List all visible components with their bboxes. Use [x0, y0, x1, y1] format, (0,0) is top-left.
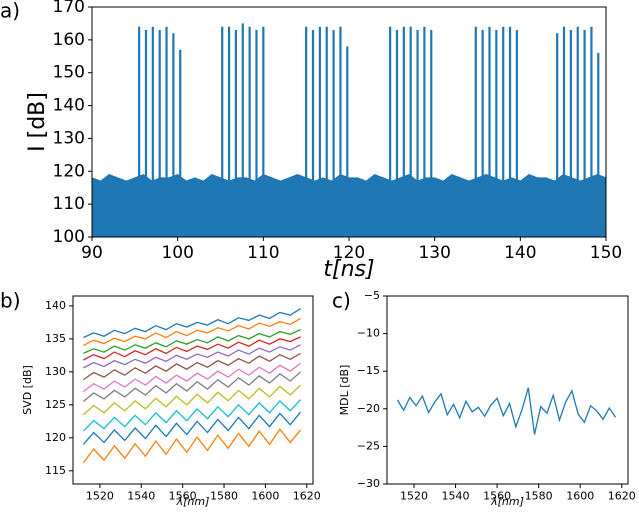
series-line — [83, 317, 301, 347]
signal-area — [91, 174, 607, 238]
x-tick-label: 100 — [161, 243, 193, 263]
x-tick-label: 1600 — [566, 490, 594, 503]
series-line — [82, 352, 301, 381]
y-tick-label: 130 — [53, 128, 85, 148]
axes-frame — [72, 295, 314, 485]
y-tick-label: 125 — [45, 398, 66, 411]
y-tick-label: 140 — [53, 96, 85, 116]
y-tick-label: −15 — [357, 364, 380, 377]
series-line — [82, 428, 302, 464]
panel-label: a) — [0, 0, 20, 23]
x-tick-label: 130 — [418, 243, 450, 263]
x-tick-label: 110 — [247, 243, 279, 263]
y-axis-label: MDL [dB] — [338, 365, 351, 416]
y-tick-label: 150 — [53, 63, 85, 83]
series-line — [82, 362, 301, 393]
x-tick-label: 1620 — [608, 490, 636, 503]
y-tick-label: 140 — [45, 299, 66, 312]
x-tick-label: 150 — [590, 243, 622, 263]
y-tick-label: 110 — [53, 194, 85, 214]
panel-label: c) — [332, 289, 351, 313]
y-tick-label: 130 — [45, 365, 66, 378]
x-tick-label: 1540 — [442, 490, 470, 503]
y-tick-label: 120 — [53, 161, 85, 181]
y-tick-label: 160 — [53, 30, 85, 50]
x-tick-label: 1560 — [483, 490, 511, 503]
y-axis-label: I [dB] — [25, 92, 50, 152]
x-tick-label: 90 — [81, 243, 103, 263]
x-tick-label: 1520 — [400, 490, 428, 503]
series-line — [83, 344, 301, 369]
y-tick-label: −10 — [357, 327, 380, 340]
series-line — [82, 371, 302, 403]
x-tick-label: 1560 — [169, 490, 197, 503]
y-tick-label: −20 — [357, 402, 380, 415]
x-tick-label: 1540 — [127, 490, 155, 503]
x-axis-label: λ[nm] — [490, 495, 524, 508]
series-line — [82, 399, 302, 432]
series-line — [83, 329, 301, 354]
y-axis-label: SVD [dB] — [21, 365, 34, 415]
x-axis-label: t[ns] — [323, 257, 374, 282]
axes-frame — [386, 295, 629, 485]
series-line — [82, 411, 302, 445]
x-tick-label: 1580 — [525, 490, 553, 503]
series-line — [83, 336, 301, 361]
y-tick-label: −30 — [357, 477, 380, 490]
x-axis-label: λ[nm] — [176, 495, 210, 508]
x-tick-label: 120 — [333, 243, 365, 263]
y-tick-label: 100 — [53, 227, 85, 247]
y-tick-label: −5 — [364, 289, 380, 302]
x-tick-label: 1580 — [210, 490, 238, 503]
x-tick-label: 1520 — [86, 490, 114, 503]
y-tick-label: 115 — [45, 464, 66, 477]
y-tick-label: 135 — [45, 332, 66, 345]
series-line — [83, 307, 301, 339]
series-line — [82, 384, 302, 416]
x-tick-label: 140 — [504, 243, 536, 263]
x-tick-label: 1600 — [251, 490, 279, 503]
y-tick-label: 170 — [53, 0, 85, 17]
panel-label: b) — [0, 289, 21, 313]
y-tick-label: 120 — [45, 431, 66, 444]
x-tick-label: 1620 — [293, 490, 321, 503]
y-tick-label: −25 — [357, 439, 380, 452]
series-line — [396, 387, 617, 435]
